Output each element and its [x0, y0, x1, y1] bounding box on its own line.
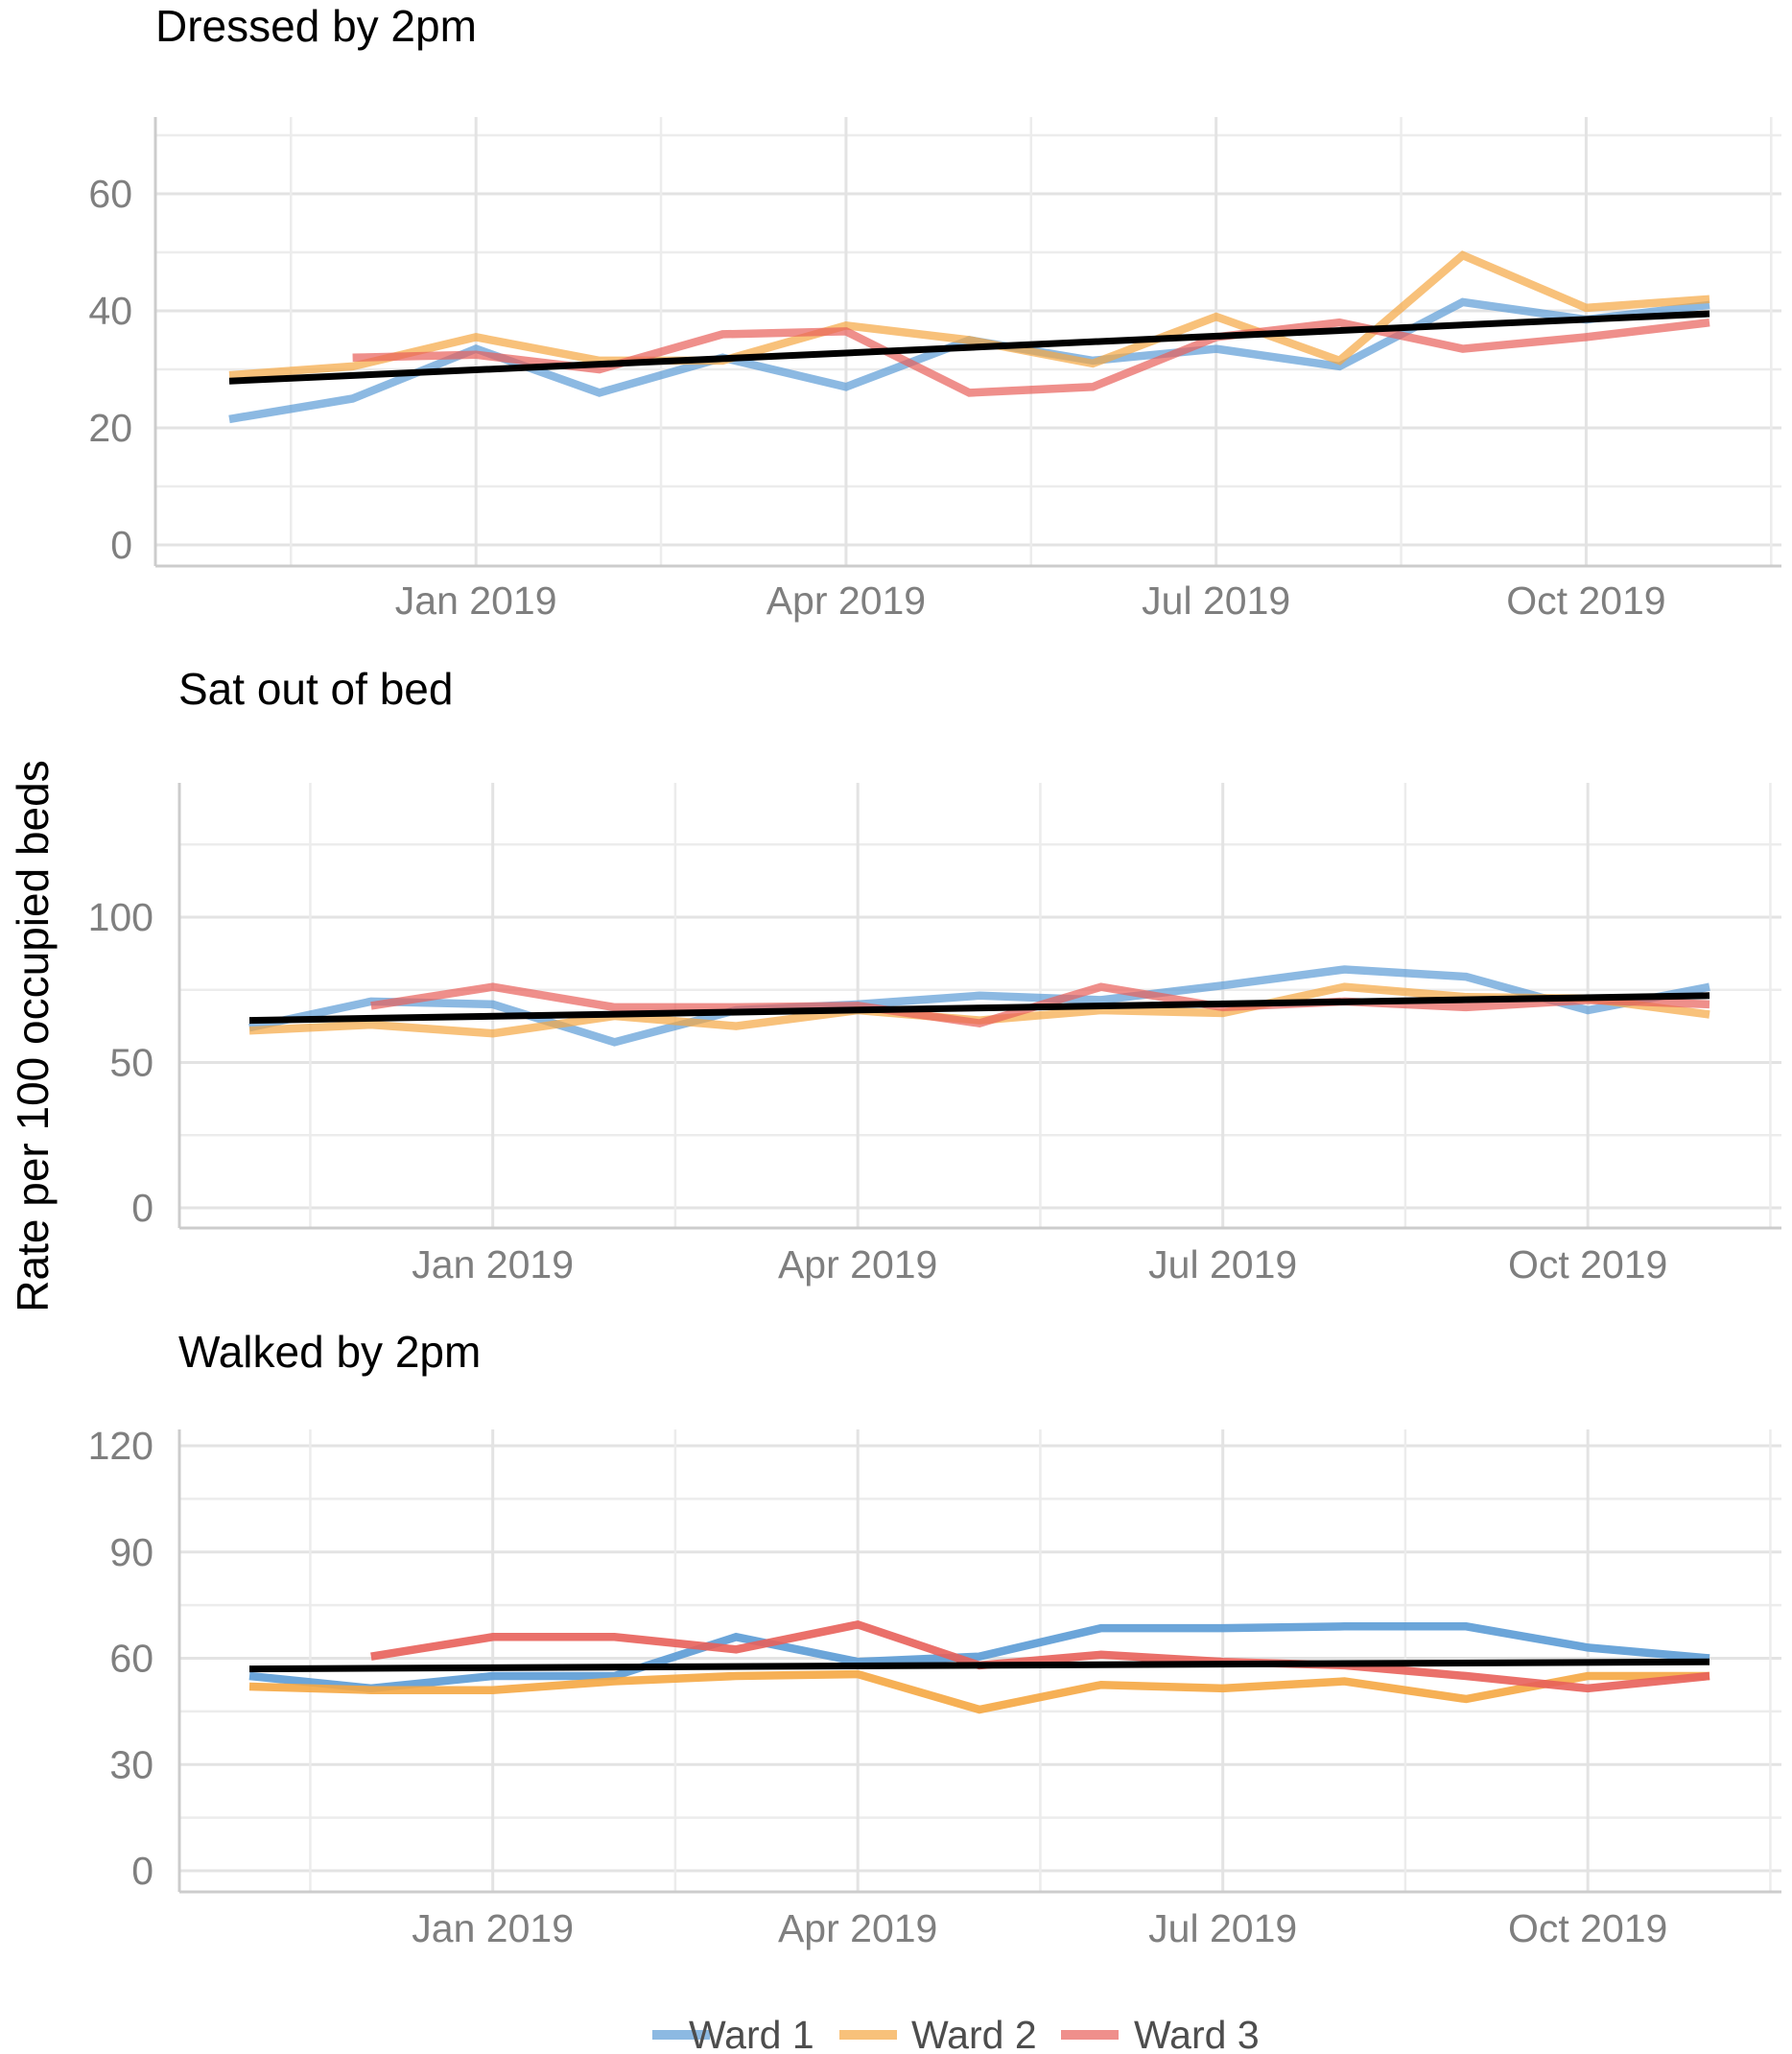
- y-tick-label: 30: [109, 1742, 153, 1786]
- panel-title: Walked by 2pm: [178, 1327, 481, 1377]
- series-line-ward-1: [228, 297, 1710, 424]
- x-tick-label: Oct 2019: [1508, 1242, 1667, 1287]
- x-tick-label: Jan 2019: [412, 1906, 574, 1950]
- y-tick-label: 100: [88, 895, 153, 939]
- x-tick-label: Apr 2019: [766, 578, 926, 623]
- x-tick-label: Apr 2019: [778, 1906, 937, 1950]
- series-line-ward-1: [248, 965, 1710, 1047]
- trend-line: [248, 992, 1710, 1025]
- y-tick-label: 120: [88, 1424, 153, 1468]
- panel-sat-out-of-bed: Sat out of bed 0 50 100 Jan 2019 Apr 2019 Jul…: [88, 664, 1781, 1287]
- x-tick-label: Jan 2019: [412, 1242, 574, 1287]
- legend-label-ward-3: Ward 3: [1134, 2013, 1260, 2054]
- x-tick-label: Oct 2019: [1506, 578, 1665, 623]
- series-line-ward-2: [248, 1669, 1709, 1714]
- legend-label-ward-2: Ward 2: [911, 2013, 1037, 2054]
- y-tick-label: 0: [131, 1849, 153, 1893]
- x-tick-label: Apr 2019: [778, 1242, 937, 1287]
- x-tick-label: Jul 2019: [1148, 1906, 1297, 1950]
- x-tick-label: Jan 2019: [395, 578, 557, 623]
- gridlines: [153, 117, 1781, 568]
- series-line-ward-1: [248, 1622, 1710, 1693]
- panel-title: Sat out of bed: [178, 664, 453, 714]
- trend-line: [248, 1658, 1710, 1673]
- y-tick-label: 60: [88, 172, 132, 216]
- y-tick-label: 20: [88, 406, 132, 450]
- legend: Ward 1 Ward 2 Ward 3: [652, 2013, 1260, 2054]
- series-line-ward-3: [370, 1620, 1710, 1693]
- y-axis-label: Rate per 100 occupied beds: [8, 760, 58, 1311]
- x-tick-label: Jul 2019: [1148, 1242, 1297, 1287]
- y-tick-label: 60: [109, 1637, 153, 1681]
- trend-line: [228, 310, 1710, 385]
- y-tick-label: 50: [109, 1041, 153, 1085]
- panel-dressed-by-2pm: Dressed by 2pm 0 20 40 60 Jan 2019 Apr 2019 Ju…: [88, 1, 1781, 623]
- y-tick-label: 40: [88, 289, 132, 333]
- y-tick-label: 0: [131, 1186, 153, 1230]
- panel-walked-by-2pm: Walked by 2pm 0 30 60 90 120 Jan 2019 Apr 2019…: [88, 1327, 1781, 1950]
- x-tick-label: Oct 2019: [1508, 1906, 1667, 1950]
- y-tick-label: 0: [110, 523, 132, 567]
- panel-title: Dressed by 2pm: [155, 1, 477, 51]
- y-tick-label: 90: [109, 1530, 153, 1574]
- x-tick-label: Jul 2019: [1142, 578, 1290, 623]
- series-line-ward-2: [228, 250, 1710, 380]
- legend-label-ward-1: Ward 1: [689, 2013, 814, 2054]
